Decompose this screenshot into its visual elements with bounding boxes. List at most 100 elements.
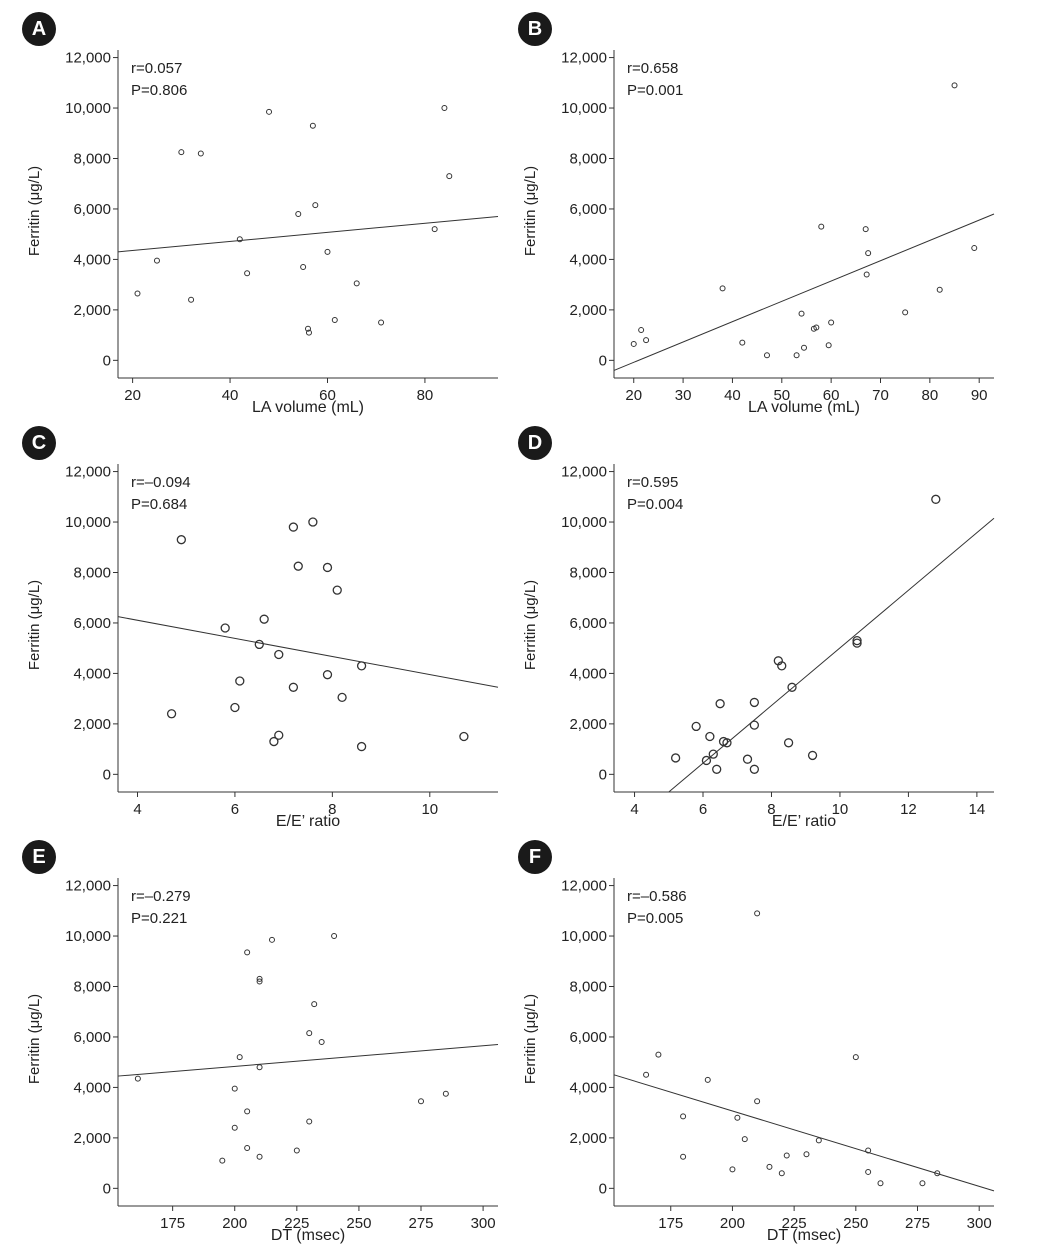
correlation-stats: r=0.595 P=0.004 (627, 472, 683, 516)
y-tick-label: 8,000 (569, 150, 607, 167)
x-tick-label: 10 (421, 801, 438, 818)
x-tick-label: 4 (133, 801, 141, 818)
data-point (815, 1137, 822, 1144)
r-value: r=–0.279 (131, 888, 191, 905)
data-point (877, 1180, 884, 1187)
data-point (306, 1118, 313, 1125)
x-tick-label: 80 (922, 387, 939, 404)
y-tick-label: 8,000 (73, 150, 111, 167)
data-point (739, 339, 746, 346)
data-point (862, 226, 869, 233)
data-point (293, 1147, 300, 1154)
p-value: P=0.221 (131, 910, 188, 927)
panel-letter-badge: A (22, 12, 56, 46)
scatter-plot: 0 2,000 4,000 6,000 8,000 10,000 12,000 175 200 2… (561, 878, 995, 1232)
scatter-plot: 0 2,000 4,000 6,000 8,000 10,000 12,000 175 200 2… (65, 878, 499, 1232)
y-tick-label: 8,000 (569, 978, 607, 995)
y-axis-label: Ferritin (μg/L) (26, 165, 43, 257)
data-point (729, 1166, 736, 1173)
p-value: P=0.005 (627, 910, 684, 927)
data-point (244, 949, 251, 956)
regression-line (613, 1074, 995, 1192)
chart-panel-d: 0 2,000 4,000 6,000 8,000 10,000 12,000 4 6 8 10 12… (496, 414, 1019, 834)
r-value: r=0.595 (627, 474, 679, 491)
y-tick-label: 6,000 (73, 201, 111, 218)
data-point (353, 280, 360, 287)
data-point (220, 623, 230, 633)
x-axis-label: DT (msec) (270, 1227, 346, 1244)
x-tick-label: 40 (724, 387, 741, 404)
data-point (256, 1064, 263, 1071)
y-axis-label: Ferritin (μg/L) (26, 993, 43, 1085)
data-point (741, 1136, 748, 1143)
y-tick-label: 8,000 (73, 978, 111, 995)
x-tick-label: 60 (823, 387, 840, 404)
data-point (934, 1170, 941, 1177)
chart-panel-e: 0 2,000 4,000 6,000 8,000 10,000 12,000 175 200 2… (0, 828, 523, 1248)
y-tick-label: 0 (599, 1180, 607, 1197)
data-point (231, 1085, 238, 1092)
data-point (902, 309, 909, 316)
data-point (431, 226, 438, 233)
data-point (269, 736, 279, 747)
y-tick-label: 4,000 (73, 665, 111, 682)
y-axis-label: Ferritin (μg/L) (522, 993, 539, 1085)
data-point (749, 764, 760, 774)
y-tick-label: 6,000 (73, 615, 111, 632)
data-point (176, 535, 186, 545)
data-point (306, 1030, 313, 1037)
x-tick-label: 200 (222, 1215, 247, 1232)
data-point (919, 1180, 926, 1187)
data-point (442, 1090, 449, 1097)
data-point (766, 1163, 773, 1170)
y-tick-label: 10,000 (561, 928, 607, 945)
data-point (309, 122, 316, 129)
data-point (701, 755, 712, 766)
data-point (777, 661, 787, 671)
x-tick-label: 90 (971, 387, 988, 404)
x-tick-label: 30 (675, 387, 692, 404)
p-value: P=0.806 (131, 82, 188, 99)
y-tick-label: 12,000 (561, 878, 607, 895)
y-tick-label: 10,000 (65, 514, 111, 531)
y-axis-label: Ferritin (μg/L) (522, 579, 539, 671)
data-point (134, 290, 141, 297)
x-tick-label: 225 (782, 1215, 807, 1232)
data-point (813, 324, 820, 331)
y-tick-label: 0 (103, 1180, 111, 1197)
data-point (322, 562, 333, 573)
data-point (852, 635, 862, 646)
x-tick-label: 70 (872, 387, 889, 404)
x-tick-label: 300 (471, 1215, 496, 1232)
chart-panel-f: 0 2,000 4,000 6,000 8,000 10,000 12,000 175 200 2… (496, 828, 1019, 1248)
data-point (254, 639, 264, 650)
data-point (722, 738, 732, 748)
y-tick-label: 8,000 (73, 564, 111, 581)
data-point (865, 250, 872, 257)
x-tick-label: 8 (328, 801, 336, 818)
data-point (305, 325, 311, 332)
regression-line (668, 517, 995, 793)
x-axis-label: DT (msec) (766, 1227, 842, 1244)
data-point (951, 82, 958, 89)
data-point (704, 1076, 711, 1083)
scatter-plot: 0 2,000 4,000 6,000 8,000 10,000 12,000 4 6 8 10 12… (561, 464, 995, 818)
x-tick-label: 10 (832, 801, 849, 818)
x-tick-label: 250 (346, 1215, 371, 1232)
y-tick-label: 12,000 (561, 464, 607, 481)
x-tick-label: 20 (124, 387, 141, 404)
data-point (231, 1124, 238, 1131)
y-tick-label: 2,000 (569, 1130, 607, 1147)
y-tick-label: 10,000 (65, 100, 111, 117)
y-tick-label: 4,000 (569, 665, 607, 682)
data-point (268, 936, 275, 943)
y-tick-label: 2,000 (569, 302, 607, 319)
y-tick-label: 6,000 (569, 1029, 607, 1046)
data-point (807, 750, 818, 761)
data-point (655, 1051, 662, 1058)
x-tick-label: 8 (767, 801, 775, 818)
data-point (763, 352, 770, 359)
y-tick-label: 4,000 (569, 1079, 607, 1096)
data-point (754, 1098, 761, 1105)
p-value: P=0.684 (131, 496, 188, 513)
